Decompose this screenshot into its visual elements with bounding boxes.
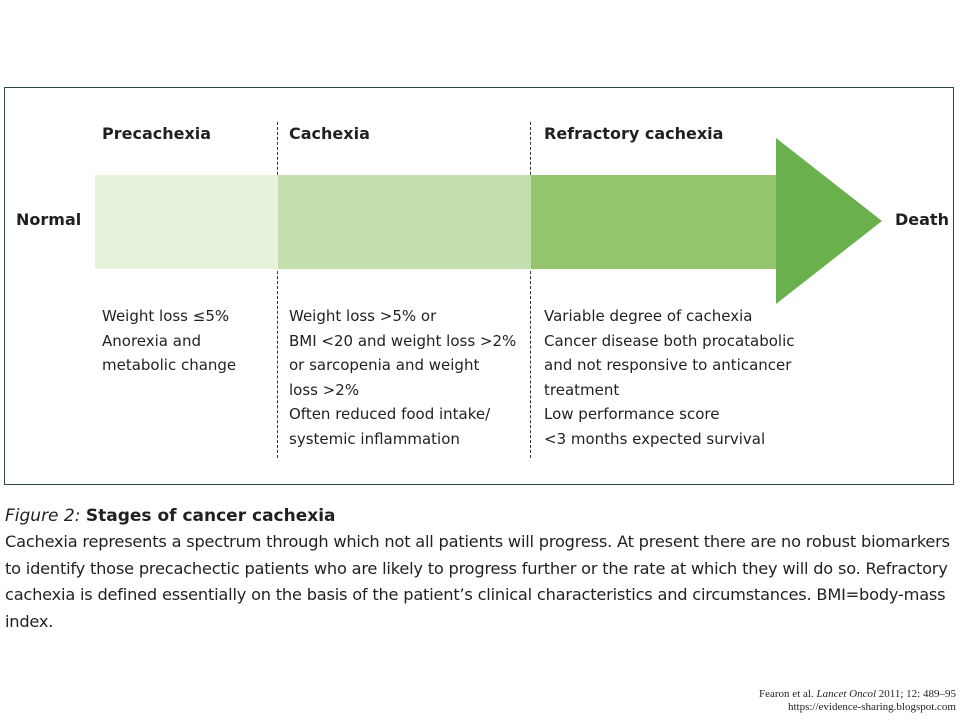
criteria-line: and not responsive to anticancer xyxy=(544,356,792,374)
figure-label: Figure 2: xyxy=(5,506,81,526)
criteria-line: or sarcopenia and weight xyxy=(289,356,480,374)
criteria-line: Low performance score xyxy=(544,405,720,423)
criteria-refractory-cachexia: Variable degree of cachexia Cancer diseas… xyxy=(544,304,795,451)
criteria-line: Weight loss >5% or xyxy=(289,307,437,325)
criteria-line: Weight loss ≤5% xyxy=(102,307,230,325)
citation: Fearon et al. Lancet Oncol 2011; 12: 489… xyxy=(759,688,956,714)
criteria-line: Cancer disease both procatabolic xyxy=(544,331,795,350)
citation-reference: Fearon et al. Lancet Oncol 2011; 12: 489… xyxy=(759,688,956,701)
stage-title-refractory-cachexia: Refractory cachexia xyxy=(544,124,724,143)
criteria-line: Variable degree of cachexia xyxy=(544,307,753,325)
figure-caption: Figure 2: Stages of cancer cachexia Cach… xyxy=(5,503,950,635)
criteria-precachexia: Weight loss ≤5% Anorexia and metabolic cha… xyxy=(102,304,236,378)
stage-title-precachexia: Precachexia xyxy=(102,124,212,143)
criteria-line: Anorexia and xyxy=(102,331,201,350)
stage-divider-2 xyxy=(530,122,531,458)
endpoint-death: Death xyxy=(895,210,949,229)
citation-authors: Fearon et al. xyxy=(759,688,814,700)
caption-body: Cachexia represents a spectrum through w… xyxy=(5,532,950,631)
stage-divider-1 xyxy=(277,122,278,458)
band-refractory-cachexia xyxy=(531,175,777,269)
criteria-line: systemic inflammation xyxy=(289,429,460,448)
criteria-line: treatment xyxy=(544,380,620,399)
citation-journal: Lancet Oncol xyxy=(816,688,877,700)
band-precachexia xyxy=(95,175,278,269)
stage-title-cachexia: Cachexia xyxy=(289,124,370,143)
caption-heading: Figure 2: Stages of cancer cachexia xyxy=(5,503,950,529)
figure-title: Stages of cancer cachexia xyxy=(85,506,336,526)
criteria-line: BMI <20 and weight loss >2% xyxy=(289,331,517,350)
figure-frame xyxy=(4,87,954,485)
citation-url: https://evidence-sharing.blogspot.com xyxy=(787,701,956,713)
band-cachexia xyxy=(278,175,531,269)
criteria-cachexia: Weight loss >5% or BMI <20 and weight los… xyxy=(289,304,516,451)
citation-details: 2011; 12: 489–95 xyxy=(878,688,956,700)
criteria-line: Often reduced food intake/ xyxy=(289,405,491,423)
criteria-line: <3 months expected survival xyxy=(544,429,766,448)
criteria-line: metabolic change xyxy=(102,356,237,374)
endpoint-normal: Normal xyxy=(16,210,82,229)
criteria-line: loss >2% xyxy=(289,380,360,399)
progression-arrowhead xyxy=(776,138,882,304)
